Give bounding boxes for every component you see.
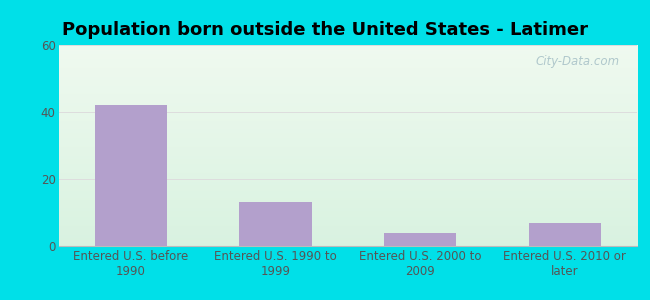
Text: Population born outside the United States - Latimer: Population born outside the United State… xyxy=(62,21,588,39)
Bar xyxy=(384,232,456,246)
Bar xyxy=(528,223,601,246)
Bar xyxy=(95,105,167,246)
Text: City-Data.com: City-Data.com xyxy=(536,55,619,68)
Bar xyxy=(239,202,311,246)
